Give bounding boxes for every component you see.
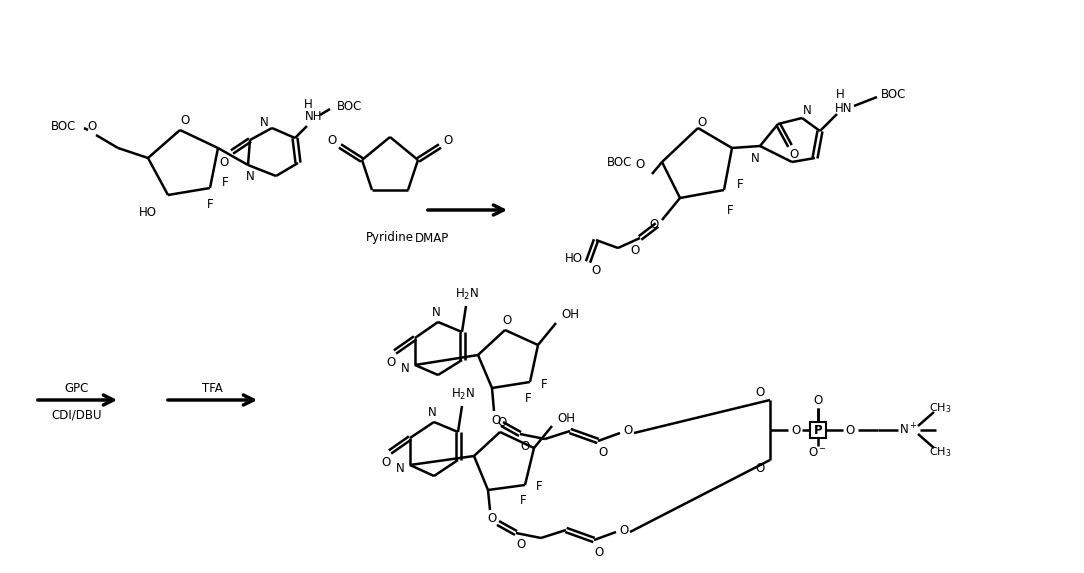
Text: F: F [525, 391, 531, 405]
Text: O: O [443, 134, 453, 147]
Text: H: H [304, 97, 312, 111]
Text: N: N [427, 406, 437, 418]
Text: O: O [697, 116, 707, 128]
Text: N: N [260, 116, 269, 128]
Text: Pyridine: Pyridine [366, 231, 414, 245]
Text: F: F [541, 378, 547, 391]
Text: H$_2$N: H$_2$N [455, 286, 479, 301]
Text: O: O [516, 539, 526, 551]
Text: N: N [246, 171, 255, 183]
Text: O: O [520, 439, 530, 453]
Text: CDI/DBU: CDI/DBU [52, 409, 102, 422]
Text: TFA: TFA [202, 382, 222, 394]
Text: F: F [519, 494, 527, 508]
Text: F: F [535, 481, 542, 493]
Text: F: F [207, 198, 214, 211]
Text: O: O [813, 394, 823, 406]
Text: HO: HO [139, 206, 157, 218]
Text: O: O [382, 456, 390, 469]
Text: N: N [431, 305, 440, 319]
Text: O: O [488, 512, 496, 525]
Text: O: O [598, 446, 608, 460]
Text: GPC: GPC [65, 382, 89, 394]
Text: F: F [222, 175, 229, 189]
Text: H: H [836, 88, 844, 101]
Text: O: O [789, 147, 799, 160]
Text: O: O [386, 355, 396, 368]
Text: HN: HN [836, 103, 853, 116]
Text: O$^-$: O$^-$ [809, 445, 827, 458]
Text: BOC: BOC [51, 120, 77, 132]
Text: F: F [726, 203, 733, 217]
Text: O: O [631, 244, 640, 257]
Text: O: O [756, 386, 764, 398]
Text: O: O [491, 414, 501, 426]
Text: P: P [814, 423, 823, 437]
Text: N: N [401, 363, 410, 375]
Text: BOC: BOC [337, 100, 363, 113]
Text: OH: OH [562, 308, 579, 321]
Text: O: O [180, 113, 190, 127]
Text: O: O [635, 159, 645, 171]
Text: O: O [502, 313, 512, 327]
Text: O: O [791, 423, 801, 437]
Text: N$^+$: N$^+$ [899, 422, 917, 438]
Text: O: O [88, 120, 96, 132]
Text: O: O [623, 425, 633, 438]
Text: HO: HO [565, 252, 583, 265]
Text: N: N [750, 151, 760, 164]
Text: O: O [846, 423, 854, 437]
FancyBboxPatch shape [810, 422, 826, 438]
Text: P: P [814, 423, 822, 437]
Text: NH: NH [306, 109, 323, 123]
Text: N: N [396, 462, 404, 476]
Text: O: O [498, 415, 506, 429]
Text: N: N [802, 104, 812, 116]
Text: CH$_3$: CH$_3$ [929, 445, 952, 459]
Text: O: O [327, 134, 337, 147]
Text: O: O [219, 155, 229, 168]
Text: BOC: BOC [607, 155, 633, 168]
Text: O: O [594, 545, 604, 559]
Text: O: O [619, 524, 629, 536]
Text: O: O [756, 461, 764, 474]
Text: BOC: BOC [881, 88, 906, 101]
Text: CH$_3$: CH$_3$ [929, 401, 952, 415]
Text: O: O [592, 264, 601, 277]
Text: F: F [737, 179, 744, 191]
Text: OH: OH [557, 411, 575, 425]
Text: H$_2$N: H$_2$N [451, 386, 475, 402]
Text: O: O [649, 218, 659, 230]
Text: DMAP: DMAP [415, 231, 449, 245]
